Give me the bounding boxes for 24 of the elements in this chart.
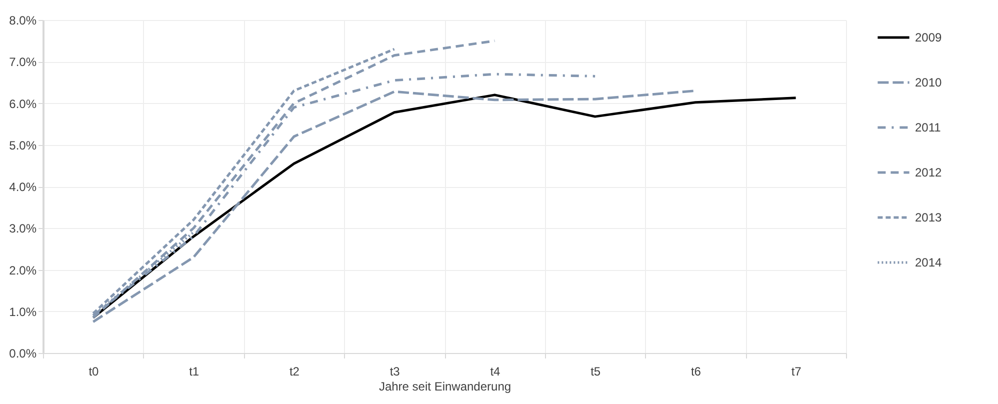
y-tick-label: 2.0% <box>9 263 37 278</box>
y-tick-label: 7.0% <box>9 55 37 70</box>
y-tick-label: 4.0% <box>9 180 37 194</box>
x-tick-label: t1 <box>189 364 200 378</box>
legend-label: 2011 <box>915 120 942 134</box>
legend-label: 2009 <box>915 30 942 44</box>
x-tick-label: t4 <box>490 364 501 378</box>
x-axis-title: Jahre seit Einwanderung <box>378 380 512 394</box>
y-tick-label: 0.0% <box>9 346 37 360</box>
y-tick-label: 1.0% <box>9 304 37 319</box>
x-tick-label: t6 <box>690 364 702 378</box>
y-tick-label: 5.0% <box>9 138 37 152</box>
x-tick-label: t7 <box>791 364 802 378</box>
legend-label: 2010 <box>915 76 942 90</box>
legend-label: 2014 <box>915 256 942 270</box>
y-tick-label: 8.0% <box>9 14 37 28</box>
x-tick-label: t2 <box>289 364 300 378</box>
x-tick-label: t5 <box>590 364 601 378</box>
y-tick-label: 6.0% <box>9 96 37 111</box>
legend-label: 2012 <box>915 166 942 180</box>
y-tick-label: 3.0% <box>9 222 37 236</box>
legend-label: 2013 <box>915 210 942 224</box>
x-tick-label: t0 <box>88 364 100 378</box>
x-tick-label: t3 <box>390 364 400 378</box>
